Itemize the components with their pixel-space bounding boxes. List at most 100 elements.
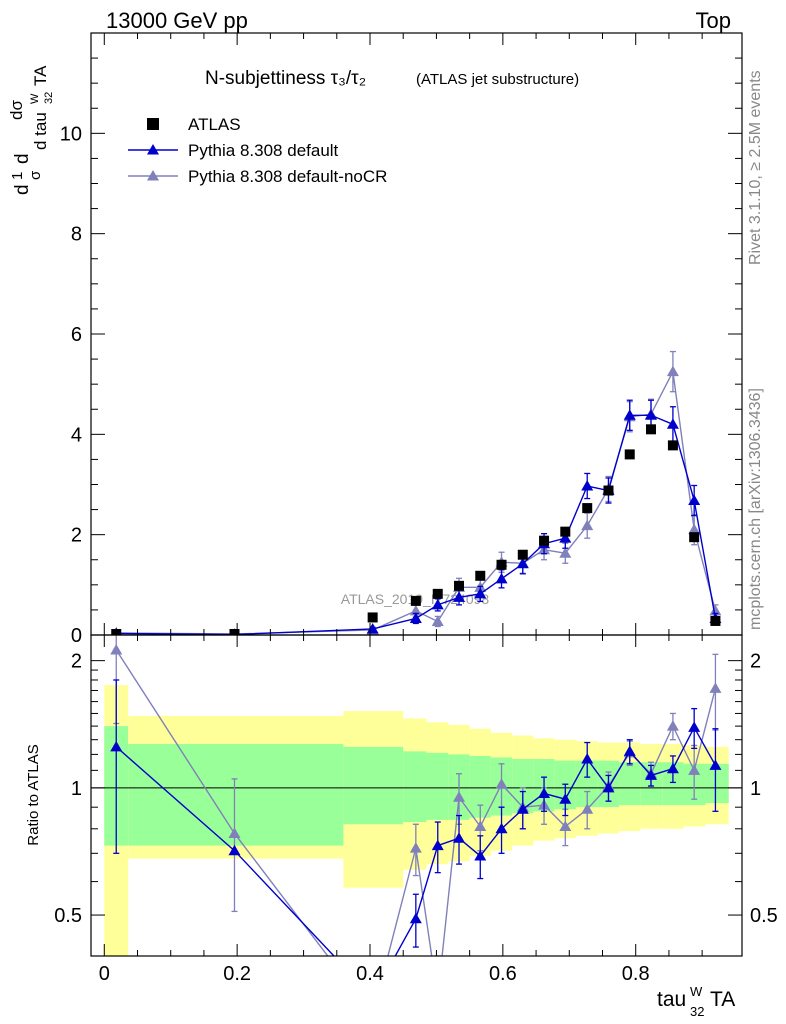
ratio-point-default xyxy=(367,991,379,1002)
x-tick-label: 0 xyxy=(99,963,110,985)
header-left: 13000 GeV pp xyxy=(106,8,248,33)
data-point-default xyxy=(474,587,487,599)
header-right: Top xyxy=(696,8,731,33)
band-stat-bin xyxy=(512,759,534,814)
ratio-point-default xyxy=(709,759,722,770)
ratio-point-default xyxy=(538,787,551,798)
data-point-atlas xyxy=(432,588,443,599)
data-point-atlas xyxy=(689,532,700,543)
ratio-point-default xyxy=(666,762,679,774)
data-point-nocr xyxy=(688,523,701,535)
x-tick-label: 0.6 xyxy=(489,963,517,985)
svg-text:32: 32 xyxy=(690,1004,704,1019)
ratio-point-default xyxy=(431,839,444,851)
ratio-point-default xyxy=(644,769,657,780)
legend-label: Pythia 8.308 default-noCR xyxy=(188,167,387,186)
data-point-atlas xyxy=(229,628,240,635)
ratio-point-nocr xyxy=(110,643,123,655)
data-point-atlas xyxy=(667,440,678,451)
band-stat-bin xyxy=(705,763,729,804)
axes: 0 0.2 0.4 0.6 0.8 0 2 4 6 8 10 0.5 0.5 1 1 2 2 xyxy=(54,32,778,985)
y-tick-label: 4 xyxy=(71,424,82,446)
ratio-point-default xyxy=(688,721,701,732)
data-point-default xyxy=(495,572,508,584)
plot-title-note: (ATLAS jet substructure) xyxy=(416,71,579,88)
ratio-point-default xyxy=(110,740,123,752)
ratio-point-default xyxy=(516,803,529,814)
mcplots-label: mcplots.cern.ch [arXiv:1306.3436] xyxy=(747,388,764,630)
ratio-line-default xyxy=(115,725,717,956)
data-point-atlas xyxy=(410,595,421,606)
rivet-label: Rivet 3.1.10, ≥ 2.5M events xyxy=(747,70,764,265)
data-point-default xyxy=(666,418,679,429)
data-point-default xyxy=(409,612,422,623)
legend-marker xyxy=(147,144,159,155)
data-point-atlas xyxy=(710,615,721,626)
ratio-point-default xyxy=(559,793,572,804)
svg-text:d: d xyxy=(12,184,33,195)
svg-text:σ: σ xyxy=(27,170,44,180)
series-line-nocr xyxy=(116,369,717,635)
band-stat-bin xyxy=(426,752,449,820)
data-point-nocr xyxy=(431,615,444,626)
data-point-default xyxy=(453,591,466,602)
ratio-point-nocr xyxy=(409,842,422,853)
ratio-y-tick-label: 2 xyxy=(71,651,82,673)
svg-text:W: W xyxy=(29,93,41,104)
data-point-default xyxy=(688,494,701,506)
ratio-point-nocr xyxy=(688,764,701,775)
plot-title: N-subjettiness τ₃/τ₂ (ATLAS jet substruc… xyxy=(205,68,579,89)
svg-text:TA: TA xyxy=(710,988,735,1011)
ratio-point-nocr xyxy=(495,778,508,789)
data-point-atlas xyxy=(111,628,122,635)
ratio-series xyxy=(110,635,722,1002)
data-point-nocr xyxy=(581,519,594,531)
svg-text:tau: tau xyxy=(657,988,686,1011)
data-point-atlas xyxy=(496,559,507,570)
data-point-default xyxy=(516,557,529,569)
band-stat-bin xyxy=(403,751,427,823)
legend-marker-atlas xyxy=(147,118,159,130)
ratio-point-default xyxy=(453,832,466,843)
legend-label: ATLAS xyxy=(188,115,241,134)
data-point-atlas xyxy=(367,612,378,623)
data-point-default xyxy=(431,598,444,610)
data-point-default xyxy=(644,409,657,420)
data-point-atlas xyxy=(645,424,656,435)
data-point-atlas xyxy=(624,449,635,460)
ratio-frame xyxy=(90,634,743,957)
svg-text:1: 1 xyxy=(9,172,26,180)
ratio-point-default xyxy=(581,753,594,764)
y-tick-label: 6 xyxy=(71,324,82,346)
ratio-point-nocr xyxy=(228,827,241,838)
ratio-y-tick-label: 0.5 xyxy=(54,905,82,927)
band-stat-bin xyxy=(619,762,641,806)
x-axis-label: tau W 32 TA xyxy=(657,984,735,1019)
data-point-atlas xyxy=(603,485,614,496)
plot-title-main: N-subjettiness τ₃/τ₂ xyxy=(205,68,366,89)
y-tick-label: 10 xyxy=(60,123,82,145)
x-tick-label: 0.8 xyxy=(622,963,650,985)
series-layer xyxy=(110,350,722,1002)
data-point-default xyxy=(623,409,636,420)
ratio-y-tick-label-right: 2 xyxy=(750,651,761,673)
ratio-point-nocr xyxy=(581,803,594,814)
ratio-point-nocr xyxy=(559,820,572,832)
uncertainty-band xyxy=(91,685,742,956)
ratio-line-nocr xyxy=(115,649,717,956)
ratio-point-nocr xyxy=(432,991,444,1002)
data-point-atlas xyxy=(560,526,571,537)
svg-text:W: W xyxy=(690,984,703,999)
y-tick-label: 2 xyxy=(71,525,82,547)
data-point-nocr xyxy=(559,547,572,558)
data-point-atlas xyxy=(454,580,465,591)
data-point-default xyxy=(559,532,572,543)
data-point-atlas xyxy=(517,549,528,560)
main-ylabel: d 1 σ d dσ d tau 32 W TA xyxy=(7,65,55,195)
band-stat-bin xyxy=(128,743,344,846)
x-tick-label: 0.4 xyxy=(356,963,384,985)
ratio-point-default xyxy=(409,912,422,924)
ratio-point-nocr xyxy=(709,682,722,693)
svg-text:d tau: d tau xyxy=(31,112,50,150)
